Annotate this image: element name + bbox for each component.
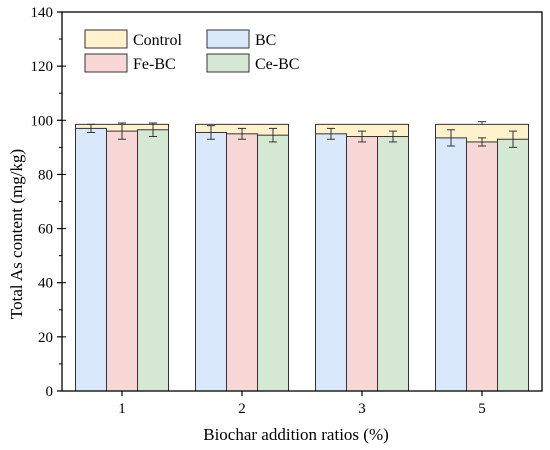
legend-label-control: Control: [133, 32, 182, 49]
legend-swatch-fe-bc: [84, 53, 128, 73]
legend: Control BC Fe-BC Ce-BC: [84, 29, 299, 73]
bar-bc-2: [195, 131, 227, 392]
y-tick-label-40: 40: [38, 276, 53, 292]
x-tick-label-2: 2: [238, 401, 246, 417]
x-tick-label-5: 5: [478, 401, 486, 417]
bars-layer: [75, 121, 529, 392]
bar-fe-bc-2: [226, 133, 258, 392]
bar-bc-5: [435, 137, 467, 392]
legend-swatch-bc: [206, 29, 250, 49]
bar-fe-bc-3: [346, 136, 378, 392]
legend-swatch-ce-bc: [206, 53, 250, 73]
x-axis-title: Biochar addition ratios (%): [203, 425, 389, 444]
bar-bc-1: [75, 127, 107, 392]
y-tick-label-140: 140: [31, 5, 54, 21]
legend-label-bc: BC: [255, 32, 276, 49]
legend-swatch-control: [84, 29, 128, 49]
y-tick-label-20: 20: [38, 330, 53, 346]
x-tick-label-1: 1: [118, 401, 126, 417]
y-tick-label-120: 120: [31, 59, 54, 75]
bar-fe-bc-1: [106, 130, 138, 392]
bar-ce-bc-2: [257, 134, 289, 392]
axes-layer: 0 20 40 60 80 100 120 140 1 2 3 5: [31, 5, 543, 417]
legend-label-fe-bc: Fe-BC: [133, 56, 176, 73]
y-axis-title: Total As content (mg/kg): [7, 149, 26, 319]
y-tick-label-100: 100: [31, 113, 54, 129]
y-tick-label-60: 60: [38, 222, 53, 238]
legend-label-ce-bc: Ce-BC: [255, 56, 299, 73]
y-tick-label-0: 0: [46, 384, 54, 400]
y-tick-label-80: 80: [38, 167, 53, 183]
bar-ce-bc-3: [377, 136, 409, 392]
x-tick-label-3: 3: [358, 401, 366, 417]
bar-fe-bc-5: [466, 141, 498, 392]
bar-ce-bc-1: [137, 129, 169, 392]
bar-bc-3: [315, 133, 347, 392]
bar-ce-bc-5: [497, 138, 529, 392]
